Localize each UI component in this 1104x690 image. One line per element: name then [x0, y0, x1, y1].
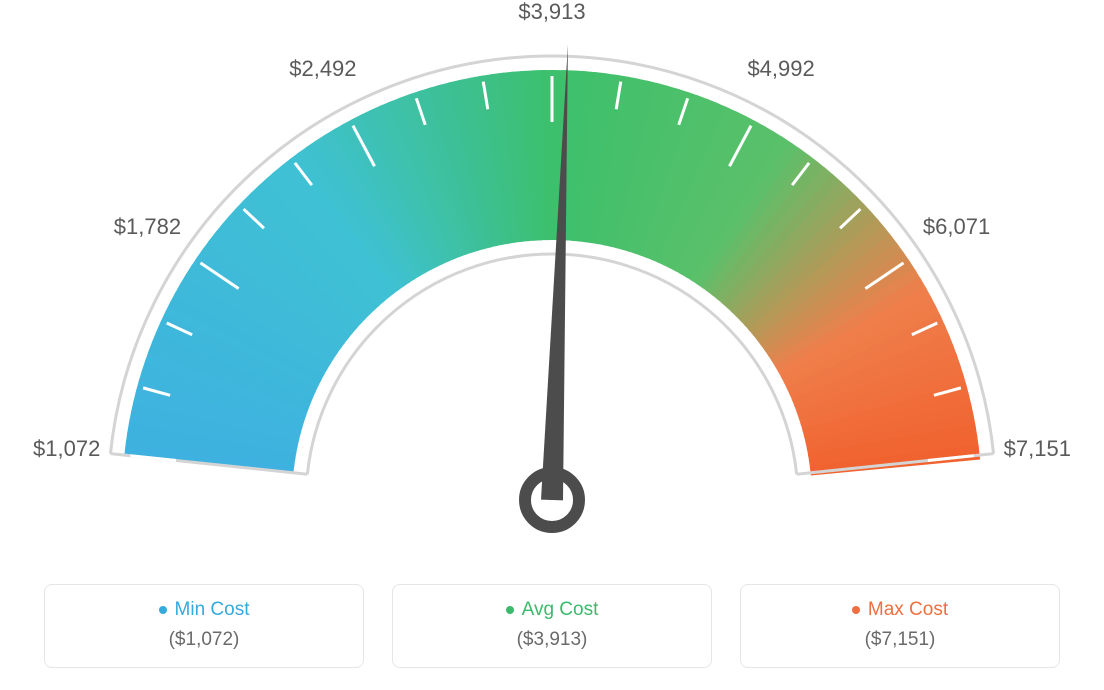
- legend-value: ($7,151): [749, 629, 1051, 651]
- legend-dot-icon: [852, 606, 860, 614]
- legend-title: Min Cost: [159, 599, 250, 621]
- gauge-chart: $1,072 $1,782 $2,492 $3,913 $4,992 $6,071 $7,1…: [0, 0, 1104, 560]
- legend-dot-icon: [159, 606, 167, 614]
- gauge-tick-label: $2,492: [289, 56, 356, 82]
- legend-card: Max Cost ($7,151): [740, 584, 1060, 668]
- legend-title-text: Max Cost: [868, 599, 948, 621]
- gauge-svg: [0, 0, 1104, 560]
- legend-title: Max Cost: [852, 599, 948, 621]
- legend-card: Avg Cost ($3,913): [392, 584, 712, 668]
- legend-title-text: Min Cost: [175, 599, 250, 621]
- legend-title-text: Avg Cost: [522, 599, 599, 621]
- gauge-tick-label: $7,151: [1004, 436, 1071, 462]
- gauge-tick-label: $1,782: [114, 214, 181, 240]
- legend-row: Min Cost ($1,072) Avg Cost ($3,913) Max Cost…: [0, 584, 1104, 668]
- gauge-tick-label: $1,072: [33, 436, 100, 462]
- gauge-tick-label: $3,913: [518, 0, 585, 25]
- gauge-tick-label: $4,992: [747, 56, 814, 82]
- gauge-tick-label: $6,071: [923, 214, 990, 240]
- legend-value: ($3,913): [401, 629, 703, 651]
- legend-card: Min Cost ($1,072): [44, 584, 364, 668]
- legend-dot-icon: [506, 606, 514, 614]
- legend-title: Avg Cost: [506, 599, 599, 621]
- legend-value: ($1,072): [53, 629, 355, 651]
